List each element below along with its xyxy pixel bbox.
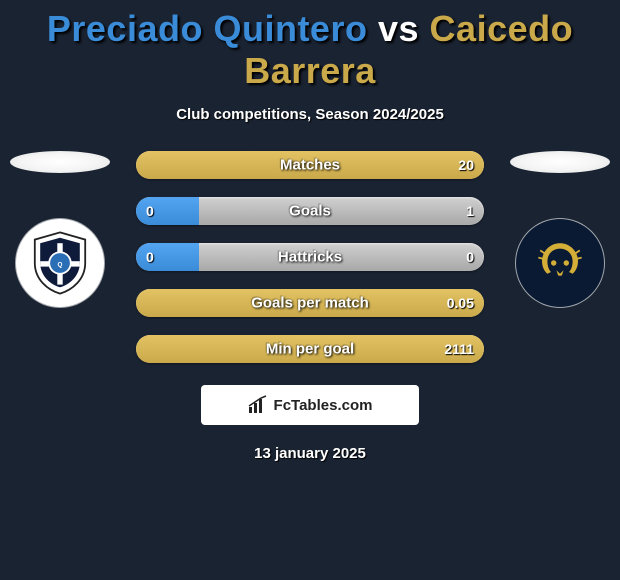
- queretaro-logo-icon: Q: [24, 227, 96, 299]
- pumas-logo-icon: [524, 227, 596, 299]
- right-ellipse-shadow: [510, 151, 610, 173]
- bar-value-left: 0: [146, 203, 154, 219]
- date-text: 13 january 2025: [0, 445, 620, 462]
- bar-label: Goals: [289, 203, 331, 220]
- right-badge-column: [504, 151, 616, 307]
- svg-text:Q: Q: [58, 262, 63, 269]
- bar-value-left: 0: [146, 249, 154, 265]
- stat-bar-goals: Goals 0 1: [136, 197, 484, 225]
- bar-label: Hattricks: [278, 249, 342, 266]
- brand-box[interactable]: FcTables.com: [201, 385, 419, 425]
- left-club-badge: Q: [16, 219, 104, 307]
- subtitle: Club competitions, Season 2024/2025: [0, 106, 620, 123]
- bar-value-right: 0: [466, 249, 474, 265]
- bar-value-right: 20: [458, 157, 474, 173]
- bar-value-right: 2111: [444, 341, 474, 357]
- left-badge-column: Q: [4, 151, 116, 307]
- bar-value-right: 0.05: [447, 295, 474, 311]
- left-ellipse-shadow: [10, 151, 110, 173]
- brand-text: FcTables.com: [274, 397, 373, 414]
- stat-bar-hattricks: Hattricks 0 0: [136, 243, 484, 271]
- bar-label: Matches: [280, 157, 340, 174]
- stat-bar-matches: Matches 20: [136, 151, 484, 179]
- stat-bar-min-per-goal: Min per goal 2111: [136, 335, 484, 363]
- player1-name: Preciado Quintero: [47, 8, 368, 49]
- stat-bar-goals-per-match: Goals per match 0.05: [136, 289, 484, 317]
- stat-bars: Matches 20 Goals 0 1 Hattricks 0 0 Goals per mat…: [136, 151, 484, 363]
- content-row: Q Matches 20 Goals 0 1 Hattricks 0 0 Goals per m…: [0, 151, 620, 363]
- bar-label: Goals per match: [251, 295, 369, 312]
- vs-text: vs: [378, 8, 419, 49]
- bar-value-right: 1: [466, 203, 474, 219]
- page-title: Preciado Quintero vs Caicedo Barrera: [0, 0, 620, 92]
- chart-icon: [248, 395, 268, 415]
- bar-label: Min per goal: [266, 341, 354, 358]
- right-club-badge: [516, 219, 604, 307]
